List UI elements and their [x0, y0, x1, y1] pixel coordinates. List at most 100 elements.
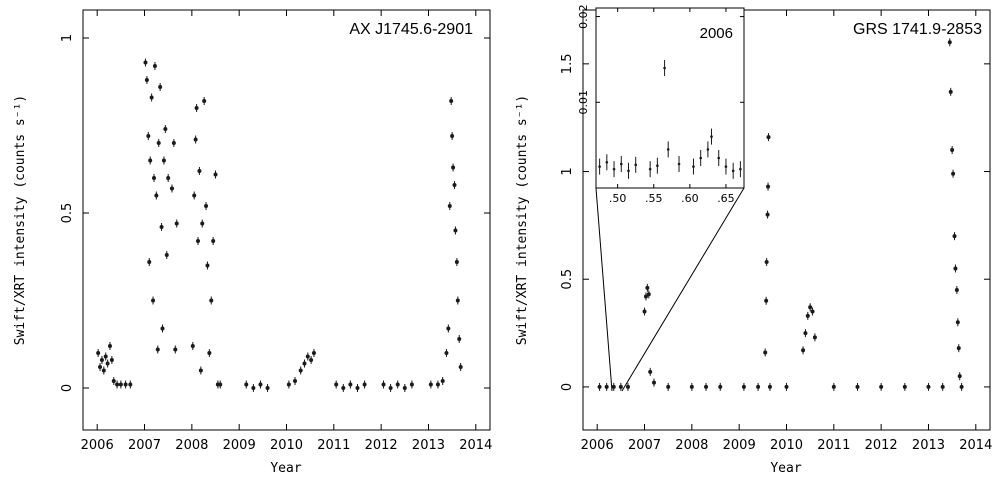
left-data-point: [192, 193, 197, 198]
right-data-point: [855, 384, 860, 389]
left-data-point: [454, 260, 459, 264]
left-data-point: [166, 176, 171, 180]
left-data-point: [205, 263, 210, 268]
inset-data-points: [598, 60, 742, 179]
right-data-point: [959, 384, 964, 389]
left-data-point: [388, 386, 393, 390]
left-x-tick-label: 2011: [317, 438, 350, 453]
right-data-point: [902, 384, 907, 389]
left-data-point: [207, 351, 212, 355]
left-data-point: [265, 386, 270, 390]
left-x-tick-label: 2006: [81, 438, 114, 453]
left-y-axis-label: Swift/XRT intensity (counts s⁻¹): [13, 95, 28, 345]
right-x-tick-label: 2010: [770, 438, 803, 453]
right-x-tick-label: 2014: [959, 438, 992, 453]
left-data-point: [402, 386, 407, 390]
left-x-tick-label: 2010: [270, 438, 303, 453]
left-data-point: [440, 379, 445, 383]
inset-zoom-line-right: [621, 187, 745, 392]
left-data-point: [147, 260, 152, 264]
left-data-point: [334, 382, 339, 387]
right-data-point: [704, 384, 709, 389]
left-data-point: [198, 368, 203, 373]
left-data-point: [395, 382, 400, 387]
left-data-point: [447, 204, 452, 208]
inset-data-point: [739, 167, 742, 171]
left-data-point: [128, 382, 133, 387]
right-data-point: [718, 384, 723, 389]
left-data-point: [453, 228, 458, 233]
inset-data-point: [706, 148, 710, 151]
left-data-point: [98, 365, 103, 369]
left-data-point: [173, 347, 178, 352]
left-data-point: [452, 183, 457, 187]
left-x-tick-label: 2014: [459, 438, 492, 453]
right-data-point: [625, 384, 630, 389]
right-x-tick-label: 2007: [628, 438, 661, 453]
left-data-point: [446, 326, 451, 331]
right-data-point: [766, 184, 771, 189]
left-data-point: [151, 298, 156, 303]
left-data-point: [174, 221, 179, 226]
left-data-point: [196, 239, 201, 243]
right-x-tick-label: 2011: [817, 438, 850, 453]
left-data-point: [197, 169, 202, 173]
right-x-tick-label: 2006: [581, 438, 614, 453]
right-data-point: [766, 135, 771, 140]
inset-y-tick-label: 0.02: [577, 4, 590, 29]
left-data-point: [200, 221, 205, 226]
left-data-point: [449, 99, 454, 103]
inset-title: 2006: [700, 25, 733, 42]
right-data-point: [954, 288, 959, 292]
inset-data-point: [612, 167, 616, 171]
left-plot-frame: [82, 9, 491, 431]
left-data-point: [149, 95, 154, 100]
left-data-point: [204, 204, 209, 208]
right-data-point: [643, 294, 648, 299]
right-data-point: [955, 320, 960, 325]
left-data-point: [309, 358, 314, 362]
left-data-point: [190, 344, 195, 348]
right-data-point: [950, 148, 955, 152]
left-data-point: [164, 253, 169, 257]
right-data-point: [666, 384, 671, 389]
right-x-tick-label: 2013: [912, 438, 945, 453]
right-data-point: [764, 298, 769, 303]
left-data-point: [202, 99, 207, 103]
left-data-point: [161, 158, 166, 163]
left-data-point: [458, 365, 463, 369]
left-data-point: [435, 382, 440, 387]
right-x-tick-label: 2012: [865, 438, 898, 453]
left-data-point: [163, 127, 168, 131]
left-x-tick-label: 2009: [223, 438, 256, 453]
left-data-point: [109, 358, 114, 362]
inset-axis-ticks: .50 .55 .60 .65 0.01 0.02: [577, 4, 744, 205]
right-data-points: [597, 38, 964, 391]
right-data-point: [765, 212, 770, 217]
right-chart-title: GRS 1741.9-2853: [853, 21, 982, 38]
right-data-point: [611, 384, 616, 389]
right-data-point: [951, 171, 956, 176]
left-data-point: [305, 354, 310, 359]
right-data-point: [767, 384, 772, 389]
left-axis-ticks: 2006 2007 2008 2009 2010 2011 2012 2013 2014 0 0.5…: [60, 10, 492, 453]
left-chart-panel: AX J1745.6-2901 Year Swift/XRT intensity…: [13, 9, 492, 476]
inset-data-point: [634, 163, 638, 167]
right-data-point: [803, 331, 808, 336]
left-y-tick-label: 0: [60, 384, 75, 392]
inset-y-tick-label: 0.01: [577, 90, 590, 115]
left-data-points: [96, 58, 463, 392]
inset-data-point: [656, 164, 659, 168]
right-data-point: [642, 309, 647, 314]
left-data-point: [115, 382, 120, 387]
right-y-tick-label: 1: [560, 167, 575, 175]
left-data-point: [302, 361, 307, 366]
inset-x-tick-label: .65: [717, 192, 735, 205]
left-data-point: [99, 358, 104, 362]
inset-data-point: [677, 162, 681, 166]
inset-data-point: [619, 162, 623, 166]
right-y-tick-label: 0.5: [560, 269, 575, 290]
right-data-point: [801, 348, 806, 353]
right-data-point: [831, 384, 836, 389]
